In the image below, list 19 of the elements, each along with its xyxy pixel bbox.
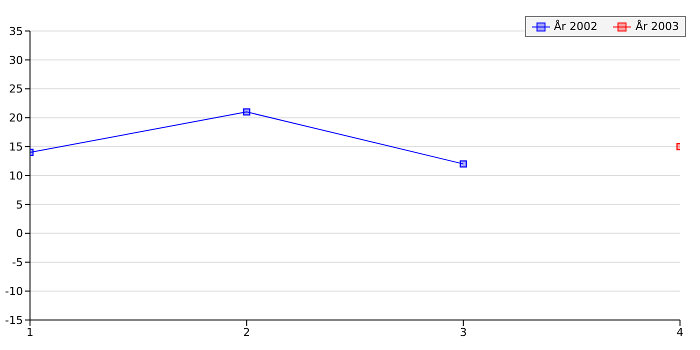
y-tick-label: 5 (16, 198, 23, 212)
point (460, 160, 467, 168)
legend-label: År 2002 (554, 20, 598, 33)
x-tick-label: 4 (676, 326, 684, 339)
point (243, 108, 250, 116)
y-tick-label: 15 (9, 140, 23, 154)
y-tick-label: 20 (9, 112, 23, 125)
x-tick-label: 1 (26, 326, 34, 339)
y-tick-label: -5 (12, 256, 23, 270)
x-tick-label: 3 (460, 326, 467, 339)
y-tick-label: 35 (9, 24, 23, 38)
y-tick-label: 10 (9, 169, 23, 182)
y-tick-label: 30 (9, 54, 23, 67)
x-tick-label: 2 (243, 326, 250, 339)
legend-label: År 2003 (635, 20, 679, 33)
y-tick-label: -15 (5, 314, 23, 327)
y-tick-label: 0 (16, 227, 23, 240)
y-tick-label: 25 (9, 82, 23, 96)
y-tick-label: -10 (5, 285, 23, 298)
